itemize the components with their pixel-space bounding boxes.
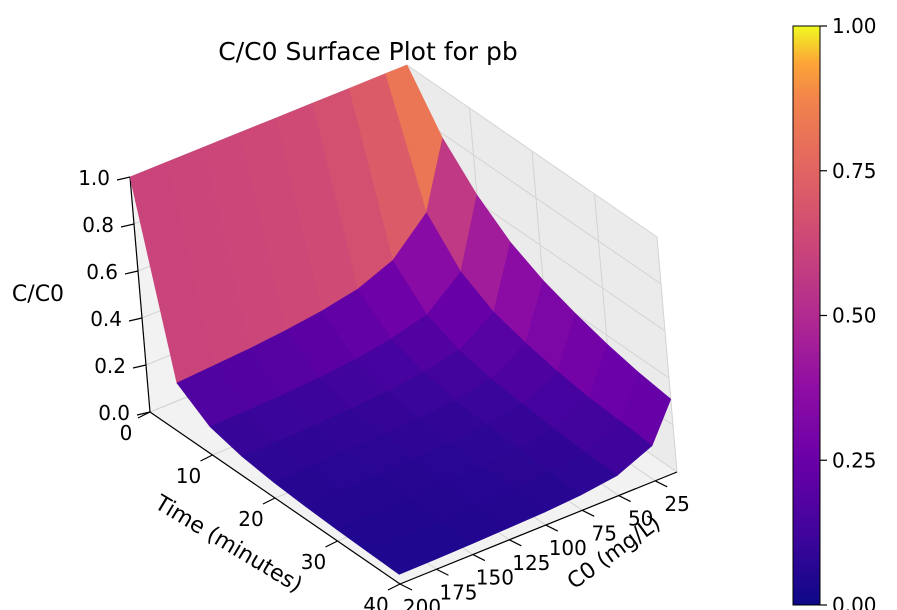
colorbar-tick-label: 1.00 (832, 14, 877, 38)
time-tick-mark (137, 411, 151, 419)
grid-line-z (406, 64, 658, 238)
z-tick-label: 0.2 (94, 354, 126, 378)
c0-tick-mark (654, 480, 668, 488)
z-tick-label: 1.0 (78, 166, 110, 190)
time-tick-label: 30 (301, 550, 326, 574)
z-tick-mark (132, 364, 147, 369)
c0-tick-mark (436, 568, 449, 576)
c0-axis-line (399, 471, 678, 585)
grid-line-time (656, 236, 678, 473)
z-axis-line (129, 176, 151, 413)
colorbar-tick-label: 0.50 (832, 304, 877, 328)
surface-patch (367, 536, 436, 575)
c0-tick-mark (618, 495, 631, 503)
x-axis-label: Time (minutes) (149, 490, 306, 598)
grid-line-z (410, 111, 662, 285)
chart-title: C/C0 Surface Plot for pb (218, 37, 518, 66)
time-tick-mark (262, 497, 276, 505)
surface-mesh (129, 64, 672, 575)
colorbar: 0.00 0.25 0.50 0.75 1.00 (792, 14, 877, 610)
time-tick-label: 20 (238, 507, 263, 531)
c0-tick-mark (399, 583, 413, 591)
c0-tick-label: 25 (664, 492, 689, 516)
z-tick-mark (128, 317, 143, 322)
z-tick-label: 0.6 (86, 260, 118, 284)
time-tick-mark (200, 454, 213, 462)
c0-tick-mark (545, 524, 559, 532)
z-tick-mark (124, 270, 139, 275)
time-tick-label: 40 (363, 593, 388, 610)
c0-tick-label: 200 (403, 595, 441, 610)
z-tick-label: 0.4 (90, 307, 122, 331)
colorbar-tick-label: 0.00 (832, 593, 877, 610)
c0-tick-mark (509, 539, 522, 547)
z-axis-label: C/C0 (12, 282, 64, 307)
colorbar-gradient (792, 25, 821, 606)
time-tick-mark (387, 583, 401, 591)
c0-tick-label: 50 (628, 507, 653, 531)
c0-tick-mark (581, 509, 595, 517)
c0-tick-label: 75 (592, 521, 617, 545)
c0-tick-label: 125 (512, 551, 550, 575)
c0-tick-label: 175 (439, 580, 477, 604)
colorbar-tick-label: 0.25 (832, 448, 877, 472)
c0-tick-label: 150 (476, 566, 514, 590)
tick-labels: 0.00.20.40.60.81.00102030402550751001251… (78, 166, 690, 610)
time-tick-mark (325, 540, 338, 548)
z-tick-mark (116, 176, 131, 181)
c0-tick-label: 100 (549, 536, 587, 560)
z-tick-label: 0.8 (82, 213, 114, 237)
z-tick-mark (120, 223, 135, 228)
colorbar-tick-label: 0.75 (832, 159, 877, 183)
time-tick-label: 10 (176, 464, 201, 488)
z-tick-label: 0.0 (98, 401, 130, 425)
c0-tick-mark (472, 553, 486, 562)
time-tick-label: 0 (120, 421, 133, 445)
